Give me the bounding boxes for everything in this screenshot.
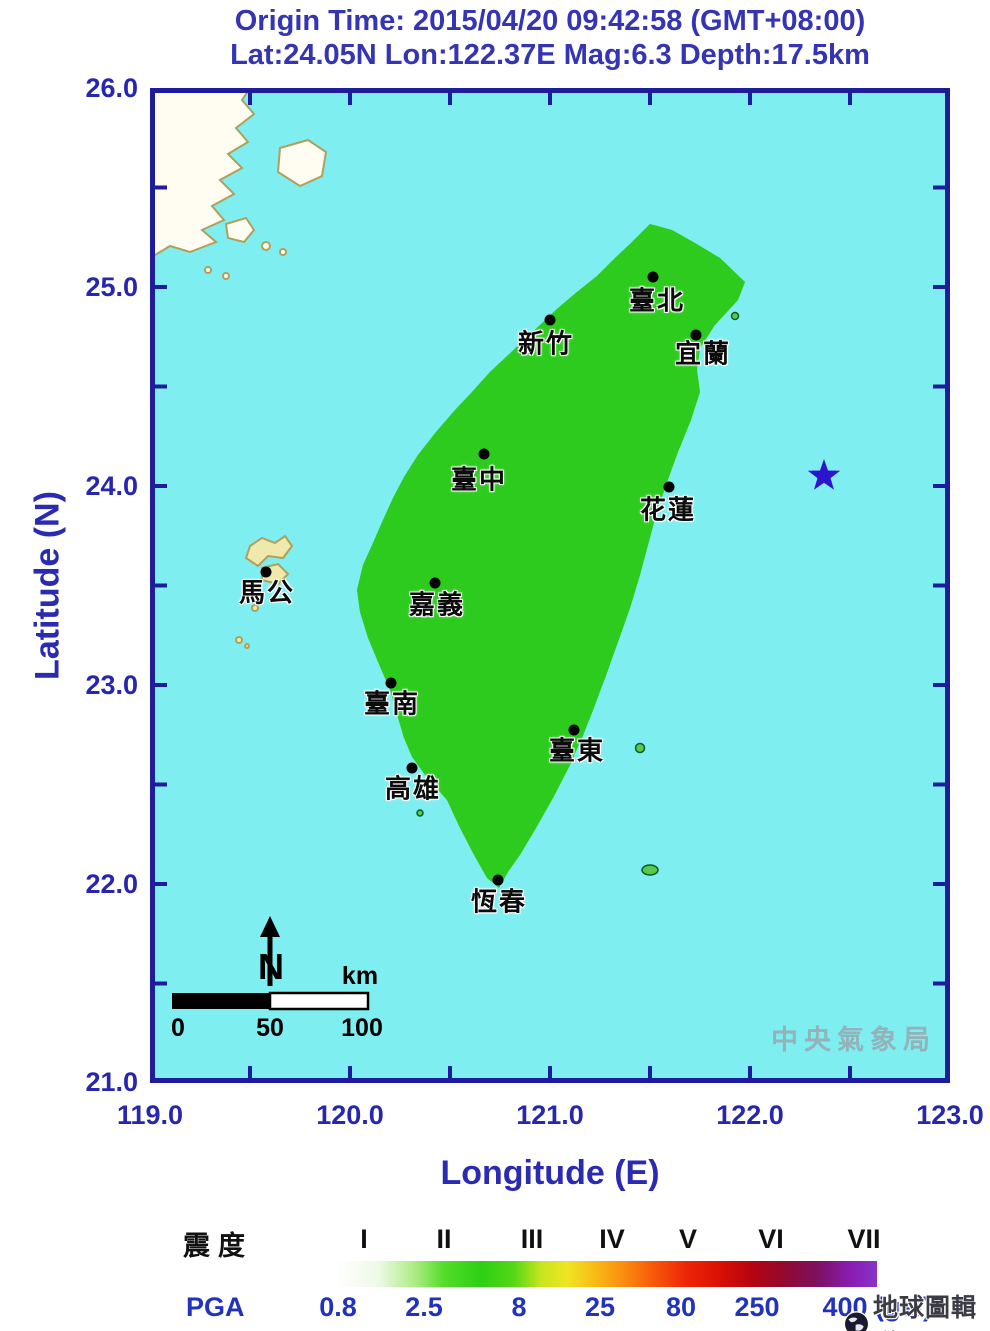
pga-value-4: 80 [665, 1292, 697, 1322]
site-logo-text: 地球圖輯隊 [873, 1294, 978, 1331]
pga-value-0: 0.8 [319, 1292, 357, 1322]
city-label-taichung: 臺中 [450, 464, 508, 495]
lat-tick-22: 22.0 [85, 869, 138, 899]
city-label-hsinchu: 新竹 [517, 328, 575, 359]
intensity-color-scale [335, 1261, 877, 1287]
north-arrow-icon [260, 916, 280, 986]
city-marker-taitung [568, 724, 580, 736]
lat-tick-24: 24.0 [85, 471, 138, 501]
title-hypocenter-info: Lat:24.05N Lon:122.37E Mag:6.3 Depth:17.… [230, 39, 870, 71]
city-marker-taichung [478, 448, 490, 460]
city-label-tainan: 臺南 [363, 688, 421, 719]
lon-tick-123: 123.0 [916, 1100, 984, 1130]
mainland-coast [149, 87, 328, 280]
map-border-frame [150, 88, 950, 1083]
lat-tick-25: 25.0 [85, 272, 138, 302]
pga-value-3: 25 [584, 1292, 616, 1322]
pga-value-1: 2.5 [405, 1292, 443, 1322]
scale-tick-100: 100 [341, 1014, 383, 1042]
city-label-magong: 馬公 [238, 577, 296, 608]
city-marker-taipei [647, 271, 659, 283]
city-marker-tainan [385, 677, 397, 689]
city-label-taitung: 臺東 [548, 735, 606, 766]
cwb-watermark: 中央氣象局 [771, 1025, 936, 1055]
lat-tick-26: 26.0 [85, 73, 138, 103]
city-label-yilan: 宜蘭 [674, 338, 732, 369]
legend-level-6: VI [758, 1224, 784, 1254]
city-markers [260, 271, 702, 886]
lat-tick-21: 21.0 [85, 1067, 138, 1097]
north-arrow-label: N [258, 946, 284, 987]
scale-unit-km: km [341, 962, 379, 990]
map-canvas: 臺北 新竹 宜蘭 臺中 花蓮 馬公 嘉義 臺南 臺東 高雄 恆春 0 50 10… [149, 87, 950, 1083]
epicenter-star [807, 459, 841, 490]
globe-icon [843, 1311, 870, 1331]
penghu-islands [235, 534, 294, 649]
legend-level-4: IV [599, 1224, 625, 1254]
legend-level-5: V [678, 1224, 697, 1254]
city-label-kaohsiung: 高雄 [384, 773, 442, 804]
legend-level-7: VII [847, 1224, 881, 1254]
lat-tick-23: 23.0 [85, 670, 138, 700]
lon-tick-122: 122.0 [716, 1100, 784, 1130]
legend-intensity-label: 震度 [183, 1231, 253, 1261]
scale-tick-0: 0 [171, 1014, 185, 1042]
city-label-hengchun: 恆春 [470, 886, 528, 917]
axis-ticks [154, 92, 946, 1079]
city-marker-hsinchu [544, 314, 556, 326]
pga-unit-label: (gal) [875, 1292, 932, 1322]
title-block: Origin Time: 2015/04/20 09:42:58 (GMT+08… [150, 4, 950, 72]
legend-level-3: III [520, 1224, 544, 1254]
city-label-hualien: 花蓮 [639, 494, 697, 525]
scale-bar [172, 991, 370, 1011]
offshore-islets [416, 311, 740, 876]
pga-value-5: 250 [734, 1292, 780, 1322]
x-axis-label: Longitude (E) [440, 1154, 660, 1192]
city-marker-chiayi [429, 577, 441, 589]
lon-tick-119: 119.0 [116, 1100, 184, 1130]
site-logo: 地球圖輯隊 [843, 1288, 990, 1331]
city-label-taipei: 臺北 [628, 285, 686, 316]
map-svg [149, 87, 950, 1083]
legend-level-1: I [360, 1224, 368, 1254]
city-marker-hengchun [492, 874, 504, 886]
title-origin-time: Origin Time: 2015/04/20 09:42:58 (GMT+08… [234, 5, 866, 37]
city-marker-kaohsiung [406, 762, 418, 774]
lon-tick-121: 121.0 [516, 1100, 584, 1130]
y-axis-label: Latitude (N) [28, 491, 67, 680]
scale-tick-50: 50 [256, 1014, 284, 1042]
city-label-chiayi: 嘉義 [408, 589, 466, 620]
legend-level-2: II [436, 1224, 452, 1254]
legend-pga-label: PGA [186, 1292, 245, 1322]
pga-value-2: 8 [511, 1292, 527, 1322]
city-marker-yilan [690, 329, 702, 341]
city-marker-magong [260, 566, 272, 578]
lon-tick-120: 120.0 [316, 1100, 384, 1130]
city-marker-hualien [663, 481, 675, 493]
